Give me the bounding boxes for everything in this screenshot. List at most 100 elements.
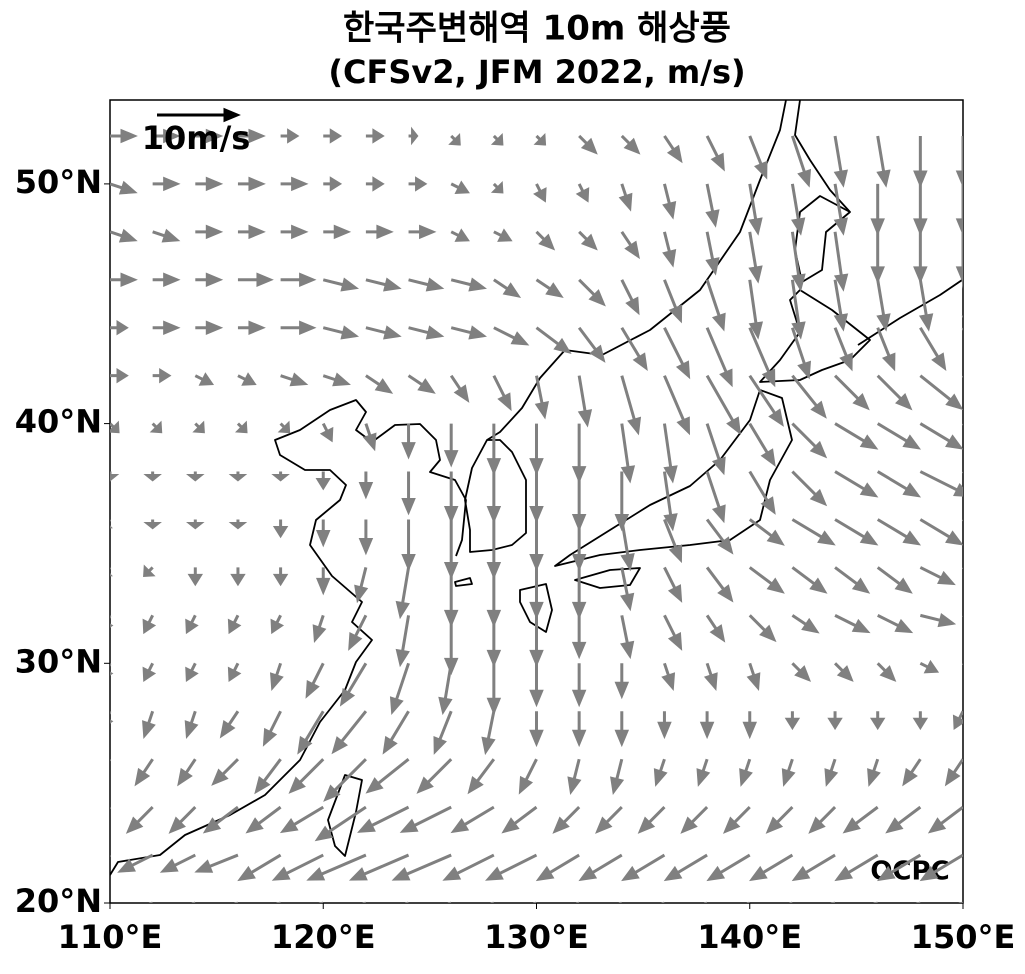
wind-arrow xyxy=(722,806,751,834)
wind-arrow xyxy=(358,519,374,556)
wind-arrow xyxy=(272,567,289,587)
wind-arrow xyxy=(228,471,248,482)
wind-arrow xyxy=(117,853,154,873)
wind-arrow xyxy=(433,710,453,755)
x-tick-label: 110°E xyxy=(58,918,163,956)
wind-arrow xyxy=(876,374,913,411)
wind-arrow xyxy=(791,470,828,507)
wind-arrow xyxy=(442,853,495,881)
wind-arrow xyxy=(876,662,897,682)
wind-arrow xyxy=(110,615,114,628)
wind-arrow xyxy=(876,279,891,332)
wind-arrow xyxy=(876,422,922,450)
wind-arrow xyxy=(952,710,963,730)
wind-arrow xyxy=(791,518,836,546)
wind-arrow xyxy=(486,519,502,580)
wind-arrow xyxy=(391,853,452,881)
wind-arrow xyxy=(416,758,453,794)
wind-arrow xyxy=(834,566,871,594)
wind-arrow xyxy=(194,853,239,873)
wind-arrow xyxy=(365,277,402,292)
wind-arrow xyxy=(237,224,266,240)
chart-subtitle: (CFSv2, JFM 2022, m/s) xyxy=(328,53,745,91)
wind-arrow xyxy=(142,662,157,683)
wind-arrow xyxy=(177,758,197,787)
wind-arrow xyxy=(637,806,666,834)
wind-arrow xyxy=(748,327,776,388)
wind-arrow xyxy=(661,662,676,691)
wind-arrow xyxy=(749,853,794,882)
wind-arrow xyxy=(705,471,726,524)
wind-arrow xyxy=(185,614,199,635)
wind-arrow xyxy=(571,471,587,532)
wind-arrow xyxy=(195,320,224,335)
coastline xyxy=(554,389,793,567)
wind-arrow xyxy=(110,711,114,724)
wind-arrow xyxy=(867,758,881,787)
wind-arrow xyxy=(705,135,725,172)
wind-arrow xyxy=(365,224,394,240)
wind-arrow xyxy=(316,567,331,596)
wind-arrow xyxy=(365,176,385,192)
wind-arrow xyxy=(535,326,572,355)
wind-arrow xyxy=(168,806,197,834)
wind-arrow xyxy=(620,231,640,260)
wind-arrow xyxy=(365,374,394,394)
wind-arrow xyxy=(653,758,668,787)
wind-arrow xyxy=(876,518,922,546)
wind-arrow xyxy=(834,614,871,634)
y-tick-label: 50°N xyxy=(15,163,102,201)
wind-arrow xyxy=(663,327,691,380)
wind-arrow xyxy=(331,710,368,755)
wind-arrow xyxy=(919,470,963,497)
wind-arrow xyxy=(919,326,947,372)
wind-arrow xyxy=(486,471,502,524)
wind-arrow xyxy=(834,470,879,498)
key-arrow xyxy=(157,107,241,123)
wind-arrow xyxy=(869,711,886,731)
wind-arrow xyxy=(233,901,238,903)
wind-arrow xyxy=(195,272,224,288)
wind-arrow xyxy=(571,567,587,620)
wind-arrow xyxy=(571,663,587,708)
wind-arrow xyxy=(450,325,487,340)
wind-arrow xyxy=(443,471,459,524)
wind-arrow xyxy=(614,663,630,700)
wind-arrow xyxy=(696,758,711,787)
wind-arrow xyxy=(533,183,547,203)
wind-arrow xyxy=(595,806,623,834)
key-label: 10m/s xyxy=(142,119,251,157)
wind-arrow xyxy=(742,711,757,740)
wind-arrow xyxy=(962,615,963,617)
wind-arrow xyxy=(110,367,129,384)
wind-arrow xyxy=(365,758,410,794)
wind-arrow xyxy=(191,901,196,903)
wind-arrow xyxy=(680,806,709,834)
wind-arrow xyxy=(748,566,785,594)
wind-arrow xyxy=(148,901,153,903)
wind-arrow xyxy=(401,471,416,516)
wind-arrow xyxy=(237,128,266,144)
wind-arrow xyxy=(876,327,896,372)
wind-arrow xyxy=(746,662,761,691)
wind-arrow xyxy=(280,372,309,387)
wind-arrow xyxy=(152,228,181,243)
wind-arrow xyxy=(184,710,199,739)
wind-arrow xyxy=(663,566,683,603)
wind-arrow xyxy=(110,567,113,577)
wind-arrow xyxy=(662,471,678,532)
wind-arrow xyxy=(748,422,776,467)
wind-arrow xyxy=(401,519,416,572)
wind-arrow xyxy=(143,519,162,530)
wind-arrow xyxy=(365,325,402,340)
wind-arrow xyxy=(152,128,181,144)
wind-arrow xyxy=(277,420,291,434)
wind-arrow xyxy=(195,176,224,192)
wind-arrow xyxy=(661,901,665,903)
wind-arrow xyxy=(962,375,963,378)
wind-arrow xyxy=(781,758,796,787)
wind-arrow xyxy=(362,423,377,452)
wind-arrow xyxy=(315,471,331,491)
wind-arrow xyxy=(143,564,156,578)
